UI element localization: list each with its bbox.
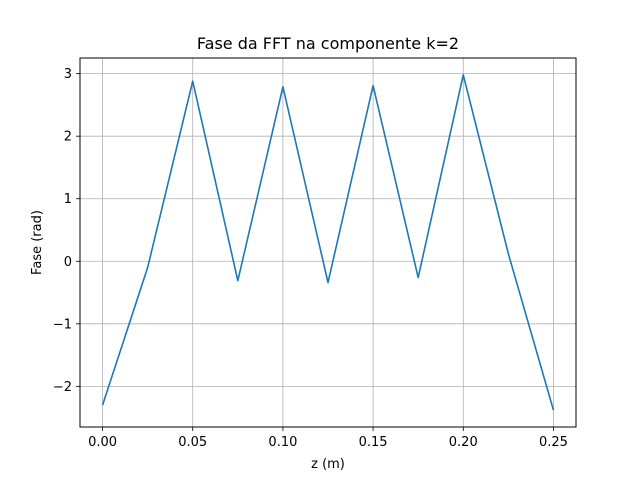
series-layer <box>101 74 555 411</box>
x-tick-label: 0.00 <box>88 435 117 450</box>
y-tick-label: 2 <box>64 130 72 145</box>
series-line <box>101 74 555 411</box>
chart-title: Fase da FFT na componente k=2 <box>197 34 459 53</box>
plot-frame <box>79 57 577 428</box>
x-tick-label: 0.10 <box>268 435 297 450</box>
grid <box>80 58 576 427</box>
y-tick-label: −1 <box>53 317 72 332</box>
y-tick-label: 1 <box>64 192 72 207</box>
y-tick-label: −2 <box>53 380 72 395</box>
x-axis-label: z (m) <box>311 457 345 472</box>
y-tick-label: 3 <box>64 67 72 82</box>
ticks: 0.00 0.05 0.10 0.15 0.20 0.25 −2 −1 0 1 2 3 <box>53 67 568 450</box>
x-tick-label: 0.25 <box>539 435 568 450</box>
x-tick-label: 0.20 <box>449 435 478 450</box>
x-tick-label: 0.05 <box>178 435 207 450</box>
y-axis-label: Fase (rad) <box>30 210 45 275</box>
x-tick-label: 0.15 <box>359 435 388 450</box>
y-tick-label: 0 <box>64 255 72 270</box>
